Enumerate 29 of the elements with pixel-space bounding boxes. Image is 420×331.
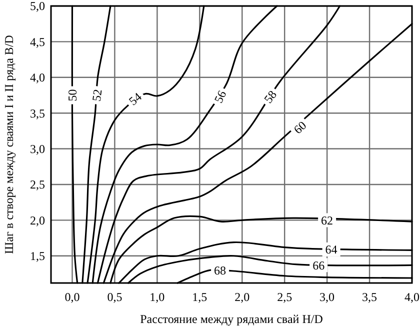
y-tick-label: 4,0: [30, 70, 45, 85]
y-tick-label: 3,0: [30, 142, 45, 156]
y-tick-label: 4,5: [30, 34, 45, 49]
annotation: 56: [211, 88, 230, 106]
x-tick-label: 1,5: [192, 290, 208, 304]
x-axis-title: Расстояние между рядами свай H/D: [140, 312, 324, 326]
x-tick-label: 3,5: [362, 290, 378, 304]
annotation: 60: [290, 118, 310, 137]
x-tick-label: 1,0: [150, 290, 165, 304]
x-tick-label: 4,0: [404, 290, 420, 304]
x-tick-label: 2,0: [234, 290, 250, 304]
y-tick-label: 2,5: [30, 178, 45, 192]
y-tick-label: 2,0: [30, 213, 45, 228]
x-tick-label: 2,5: [277, 290, 292, 304]
annotation: 68: [214, 263, 226, 278]
y-tick-label: 5,0: [30, 0, 45, 14]
y-tick-label: 3,5: [30, 106, 45, 120]
x-tick-label: 3,0: [320, 290, 335, 304]
x-tick-label: 0,5: [107, 290, 122, 304]
annotation: 64: [325, 242, 338, 257]
annotation: 66: [312, 258, 325, 272]
annotation: 50: [65, 89, 80, 102]
annotation: 62: [321, 213, 334, 228]
y-tick-label: 1,5: [30, 249, 45, 264]
annotation: 52: [89, 88, 105, 102]
y-axis-title: Шаг в створе между сваями I и II ряда B/D: [2, 34, 16, 254]
x-tick-label: 0,0: [64, 290, 80, 304]
annotation: 58: [261, 88, 280, 106]
annotation: 54: [126, 90, 144, 108]
